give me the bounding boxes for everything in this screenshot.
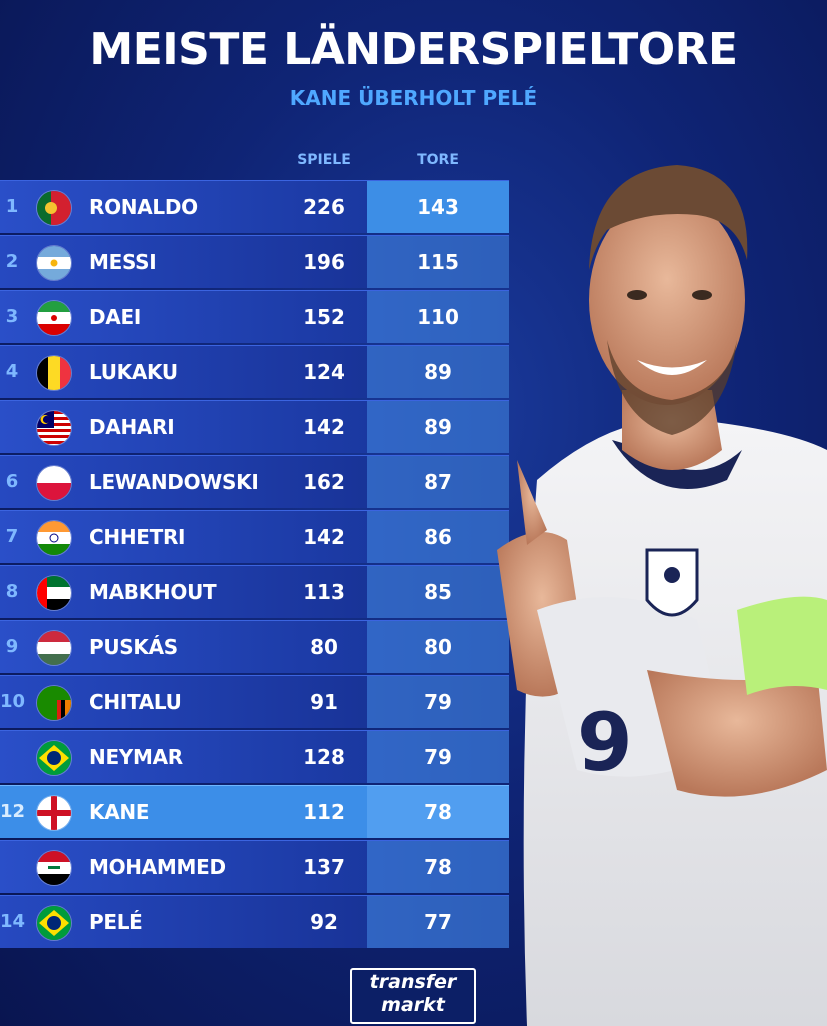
column-header-games: SPIELE — [297, 152, 351, 168]
table-row: 4 LUKAKU 124 89 — [0, 345, 509, 398]
goals-value: 110 — [367, 291, 509, 343]
row-rank: 3 — [5, 306, 19, 327]
player-name: NEYMAR — [89, 745, 183, 769]
table-row: 10 CHITALU 91 79 — [0, 675, 509, 728]
games-value: 128 — [303, 745, 345, 769]
games-value: 92 — [310, 910, 338, 934]
goals-value: 89 — [367, 401, 509, 453]
column-header-goals: TORE — [417, 152, 459, 168]
page-subtitle: KANE ÜBERHOLT PELÉ — [289, 86, 538, 110]
row-rank: 2 — [5, 251, 19, 272]
games-value: 112 — [303, 800, 345, 824]
uae-flag-icon — [36, 575, 72, 611]
goals-value: 79 — [367, 676, 509, 728]
table-row: 8 MABKHOUT 113 85 — [0, 565, 509, 618]
argentina-flag-icon — [36, 245, 72, 281]
brazil-flag-icon — [36, 740, 72, 776]
player-name: MABKHOUT — [89, 580, 217, 604]
row-rank: 12 — [0, 801, 26, 822]
player-name: CHITALU — [89, 690, 182, 714]
zambia-flag-icon — [36, 685, 72, 721]
hungary-flag-icon — [36, 630, 72, 666]
shirt-number: 9 — [577, 696, 633, 789]
row-rank: 6 — [5, 471, 19, 492]
portugal-flag-icon — [36, 190, 72, 226]
player-name: DAHARI — [89, 415, 175, 439]
games-value: 137 — [303, 855, 345, 879]
row-rank — [0, 401, 24, 453]
goals-value: 89 — [367, 346, 509, 398]
table-row: 6 LEWANDOWSKI 162 87 — [0, 455, 509, 508]
ranking-table: 1 RONALDO 226 143 2 MESSI 196 115 3 DAEI 152 110 4 LU… — [0, 180, 509, 950]
player-name: KANE — [89, 800, 150, 824]
goals-value: 143 — [367, 181, 509, 233]
table-row: MOHAMMED 137 78 — [0, 840, 509, 893]
row-rank — [0, 841, 24, 893]
goals-value: 77 — [367, 896, 509, 948]
table-row: 3 DAEI 152 110 — [0, 290, 509, 343]
malaysia-flag-icon — [36, 410, 72, 446]
table-row: 9 PUSKÁS 80 80 — [0, 620, 509, 673]
games-value: 152 — [303, 305, 345, 329]
games-value: 91 — [310, 690, 338, 714]
belgium-flag-icon — [36, 355, 72, 391]
games-value: 80 — [310, 635, 338, 659]
table-row: 14 PELÉ 92 77 — [0, 895, 509, 948]
player-name: LEWANDOWSKI — [89, 470, 259, 494]
table-row: 7 CHHETRI 142 86 — [0, 510, 509, 563]
goals-value: 78 — [367, 841, 509, 893]
row-rank: 9 — [5, 636, 19, 657]
iraq-flag-icon — [36, 850, 72, 886]
player-name: PELÉ — [89, 910, 143, 934]
row-rank: 8 — [5, 581, 19, 602]
india-flag-icon — [36, 520, 72, 556]
row-rank: 7 — [5, 526, 19, 547]
goals-value: 85 — [367, 566, 509, 618]
goals-value: 87 — [367, 456, 509, 508]
row-rank: 1 — [5, 196, 19, 217]
player-name: MOHAMMED — [89, 855, 226, 879]
england-flag-icon — [36, 795, 72, 831]
row-rank: 4 — [5, 361, 19, 382]
logo-line-1: transfer — [369, 971, 457, 993]
table-row: 12 KANE 112 78 — [0, 785, 509, 838]
games-value: 113 — [303, 580, 345, 604]
games-value: 142 — [303, 415, 345, 439]
player-name: DAEI — [89, 305, 141, 329]
row-rank: 10 — [0, 691, 26, 712]
games-value: 226 — [303, 195, 345, 219]
games-value: 124 — [303, 360, 345, 384]
games-value: 142 — [303, 525, 345, 549]
games-value: 196 — [303, 250, 345, 274]
table-row: 2 MESSI 196 115 — [0, 235, 509, 288]
player-name: CHHETRI — [89, 525, 186, 549]
row-rank: 14 — [0, 911, 26, 932]
goals-value: 86 — [367, 511, 509, 563]
games-value: 162 — [303, 470, 345, 494]
player-name: MESSI — [89, 250, 157, 274]
poland-flag-icon — [36, 465, 72, 501]
table-row: DAHARI 142 89 — [0, 400, 509, 453]
player-name: RONALDO — [89, 195, 198, 219]
row-rank — [0, 731, 24, 783]
brazil-flag-icon — [36, 905, 72, 941]
page-title: MEISTE LÄNDERSPIELTORE — [89, 24, 738, 75]
goals-value: 79 — [367, 731, 509, 783]
logo-line-2: markt — [381, 994, 445, 1016]
table-row: NEYMAR 128 79 — [0, 730, 509, 783]
table-row: 1 RONALDO 226 143 — [0, 180, 509, 233]
goals-value: 80 — [367, 621, 509, 673]
player-name: LUKAKU — [89, 360, 178, 384]
player-name: PUSKÁS — [89, 635, 178, 659]
iran-flag-icon — [36, 300, 72, 336]
player-photo: 9 — [497, 165, 827, 1026]
goals-value: 115 — [367, 236, 509, 288]
transfermarkt-logo: transfer markt — [350, 968, 476, 1024]
goals-value: 78 — [367, 786, 509, 838]
